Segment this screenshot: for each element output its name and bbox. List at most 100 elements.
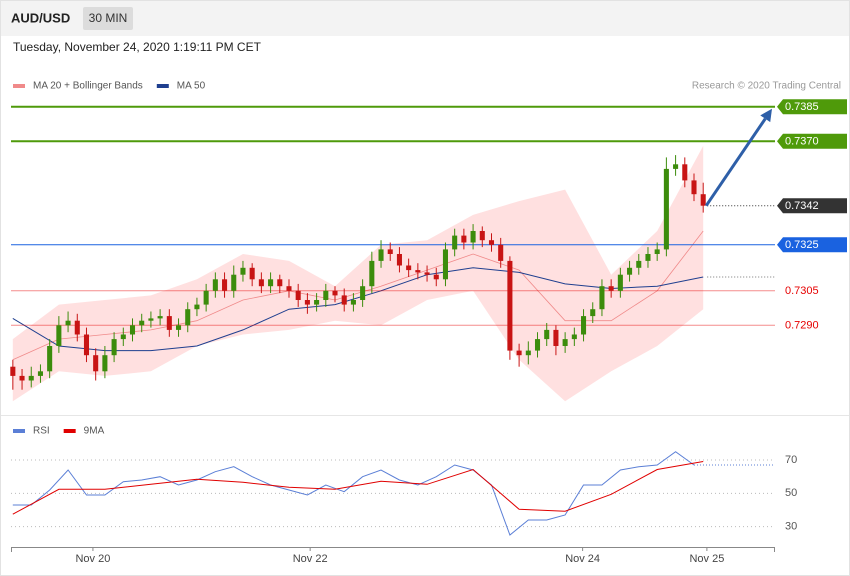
candle-body: [498, 244, 504, 261]
candle-body: [185, 309, 191, 326]
candle-body: [203, 290, 209, 305]
level-tag: [777, 198, 847, 214]
candle-body: [581, 316, 587, 335]
legend-label: 9MA: [84, 426, 105, 437]
x-tick-label: Nov 20: [75, 553, 110, 565]
candle-body: [314, 300, 320, 305]
candle-body: [212, 279, 218, 291]
candle-body: [415, 270, 421, 273]
level-tag: [777, 237, 847, 253]
source-credit: Research © 2020 Trading Central: [692, 81, 841, 92]
candle-body: [424, 272, 430, 275]
candle-body: [663, 168, 669, 250]
candle-body: [396, 254, 402, 266]
candle-body: [166, 316, 172, 330]
candle-body: [129, 325, 136, 335]
timeframe-box[interactable]: [83, 7, 133, 30]
candle-body: [120, 334, 126, 340]
candle-body: [691, 180, 697, 195]
candle-body: [139, 320, 145, 326]
candle-body: [277, 279, 283, 287]
candle-body: [47, 346, 53, 372]
candle-body: [56, 325, 62, 346]
candle-body: [304, 300, 310, 305]
candle-body: [157, 316, 163, 319]
candle-body: [387, 249, 393, 254]
candle-body: [102, 355, 108, 372]
candle-body: [562, 339, 568, 346]
forecast-arrowhead: [760, 108, 772, 123]
y-tick-label: 50: [785, 487, 797, 499]
level-label: 0.7385: [785, 101, 819, 113]
candle-body: [627, 267, 633, 275]
level-label: 0.7370: [785, 136, 819, 148]
indicator-line: [12, 461, 704, 515]
level-label: 0.7305: [785, 285, 819, 297]
y-tick-label: 70: [785, 454, 797, 466]
candle-body: [175, 325, 182, 330]
level-label: 0.7342: [785, 200, 819, 212]
candle-body: [83, 334, 90, 356]
candle-body: [525, 350, 531, 356]
symbol: AUD/USD: [11, 10, 70, 25]
legend-label: MA 50: [177, 81, 206, 92]
x-tick-label: Nov 25: [689, 553, 724, 565]
candle-body: [599, 286, 605, 310]
candle-body: [258, 279, 264, 287]
candle-body: [590, 309, 596, 317]
moving-average: [12, 230, 704, 361]
level-label: 0.7325: [785, 239, 819, 251]
candle-body: [268, 279, 274, 287]
candle-body: [65, 320, 71, 326]
candle-body: [323, 290, 329, 300]
level-tag: [777, 133, 847, 149]
candle-body: [406, 265, 412, 271]
candle-body: [360, 286, 366, 300]
bollinger-band: [12, 145, 704, 402]
x-tick-label: Nov 24: [565, 553, 600, 565]
forecast-arrow: [704, 117, 767, 207]
candle-body: [295, 290, 301, 300]
candle-body: [249, 267, 255, 280]
y-tick-label: 30: [785, 521, 797, 533]
candle-body: [93, 355, 99, 372]
candle-body: [286, 286, 292, 291]
candle-body: [452, 235, 458, 250]
candle-body: [222, 279, 228, 291]
candle-body: [553, 329, 559, 346]
level-label: 0.7290: [785, 320, 819, 332]
candle-body: [617, 274, 623, 291]
candle-body: [378, 249, 384, 261]
candle-body: [332, 290, 338, 296]
legend-label: MA 20 + Bollinger Bands: [33, 81, 143, 92]
x-tick-label: Nov 22: [293, 553, 328, 565]
candle-body: [488, 240, 495, 245]
candle-body: [544, 329, 550, 340]
candle-body: [608, 286, 614, 291]
timestamp: Tuesday, November 24, 2020 1:19:11 PM CE…: [13, 40, 262, 54]
candle-body: [433, 274, 439, 280]
candle-body: [673, 164, 679, 169]
legend-swatch: [13, 84, 25, 88]
candle-body: [654, 249, 660, 254]
candle-body: [194, 304, 200, 310]
timeframe[interactable]: 30 MIN: [89, 11, 128, 25]
indicator-line: [12, 451, 695, 536]
legend-swatch: [63, 429, 76, 433]
candle-body: [74, 320, 80, 335]
candle-body: [516, 350, 522, 356]
candle-body: [479, 231, 485, 241]
candle-body: [682, 164, 688, 181]
candle-body: [341, 295, 347, 305]
candle-body: [231, 274, 237, 291]
candle-body: [700, 194, 706, 206]
candle-body: [461, 235, 467, 243]
candle-body: [10, 366, 16, 376]
candle-body: [645, 254, 651, 261]
candle-body: [470, 231, 476, 243]
legend-label: RSI: [33, 426, 50, 437]
candle-body: [369, 260, 375, 287]
candle-body: [148, 318, 154, 321]
candle-body: [28, 375, 34, 381]
